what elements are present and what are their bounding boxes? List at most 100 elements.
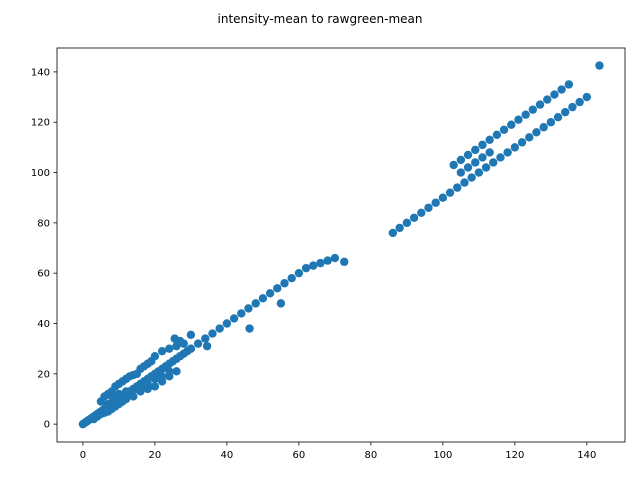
data-point: [244, 304, 253, 313]
data-point: [165, 344, 174, 353]
data-point: [193, 339, 203, 348]
data-point: [510, 143, 520, 152]
data-point: [550, 90, 559, 99]
data-point: [424, 203, 433, 212]
data-point: [258, 294, 268, 303]
data-point: [409, 213, 419, 223]
data-point: [265, 289, 275, 298]
data-point: [294, 268, 304, 278]
y-tick-label: 80: [37, 218, 50, 229]
data-point: [496, 153, 505, 162]
data-point: [553, 112, 563, 122]
data-point: [208, 329, 217, 338]
data-point: [251, 299, 260, 308]
data-point: [103, 399, 113, 409]
data-point: [474, 168, 484, 177]
data-point: [276, 299, 286, 308]
data-point: [388, 228, 398, 238]
data-point: [449, 160, 458, 170]
data-point: [201, 334, 210, 343]
data-point: [431, 198, 440, 207]
data-point: [595, 61, 604, 70]
data-point: [517, 138, 527, 147]
data-point: [280, 279, 289, 288]
data-point: [417, 208, 426, 217]
y-axis: 0 20 40 60 80 100 120 140: [31, 67, 57, 431]
data-point: [503, 148, 512, 157]
data-point: [340, 257, 349, 267]
y-tick-label: 40: [37, 319, 50, 330]
data-point: [175, 336, 185, 346]
data-point: [165, 367, 174, 376]
data-point: [125, 387, 134, 396]
data-point: [237, 309, 246, 318]
data-point: [499, 125, 509, 134]
data-point: [514, 115, 523, 124]
data-point: [478, 153, 487, 162]
y-tick-label: 120: [31, 118, 50, 129]
data-point: [532, 128, 541, 137]
x-tick-label: 120: [505, 450, 524, 461]
data-point: [575, 97, 584, 107]
data-point: [287, 274, 296, 283]
data-point: [543, 95, 552, 104]
x-tick-label: 20: [149, 450, 162, 461]
data-point: [186, 344, 196, 353]
data-point: [564, 80, 574, 89]
data-point: [402, 218, 412, 228]
data-point: [453, 183, 462, 192]
y-tick-label: 0: [44, 420, 50, 431]
data-point: [471, 158, 480, 167]
data-point: [395, 223, 404, 233]
data-point: [507, 120, 516, 129]
data-point: [316, 258, 325, 268]
data-point: [456, 168, 466, 177]
chart-title: intensity-mean to rawgreen-mean: [218, 12, 423, 26]
data-point: [150, 352, 160, 361]
y-tick-label: 20: [37, 369, 50, 380]
data-point: [539, 123, 548, 132]
axes-frame: [56, 47, 626, 443]
data-point: [489, 158, 498, 167]
data-point: [186, 330, 196, 340]
data-point: [485, 135, 494, 145]
data-point: [492, 130, 502, 140]
y-tick-label: 140: [31, 67, 50, 78]
data-point: [118, 392, 127, 401]
data-point: [456, 155, 466, 165]
data-point: [481, 163, 491, 172]
x-tick-label: 100: [433, 450, 452, 461]
data-point: [273, 284, 282, 293]
x-tick-label: 80: [365, 450, 378, 461]
data-point: [172, 367, 181, 376]
data-point: [111, 397, 120, 406]
data-point: [323, 256, 332, 265]
data-point: [157, 372, 167, 381]
x-tick-label: 60: [293, 450, 306, 461]
data-point: [521, 110, 530, 119]
data-point: [143, 379, 152, 389]
data-point: [330, 253, 340, 263]
data-point: [445, 188, 455, 197]
data-point: [535, 100, 545, 109]
data-point: [463, 163, 473, 172]
data-point: [229, 314, 239, 323]
data-point: [582, 92, 592, 102]
data-point: [557, 85, 566, 94]
data-point: [478, 140, 487, 150]
data-point: [485, 148, 494, 157]
data-point: [463, 150, 473, 160]
x-tick-label: 140: [577, 450, 596, 461]
data-point: [202, 341, 212, 351]
x-axis: 0 20 40 60 80 100 120 140: [80, 442, 596, 461]
data-point: [568, 102, 577, 112]
data-point: [561, 107, 570, 117]
data-point: [215, 324, 224, 333]
data-point: [222, 319, 232, 328]
data-point: [467, 173, 476, 182]
data-point: [245, 324, 254, 333]
data-point: [471, 145, 480, 155]
y-tick-label: 60: [37, 269, 50, 280]
data-point: [157, 346, 167, 356]
